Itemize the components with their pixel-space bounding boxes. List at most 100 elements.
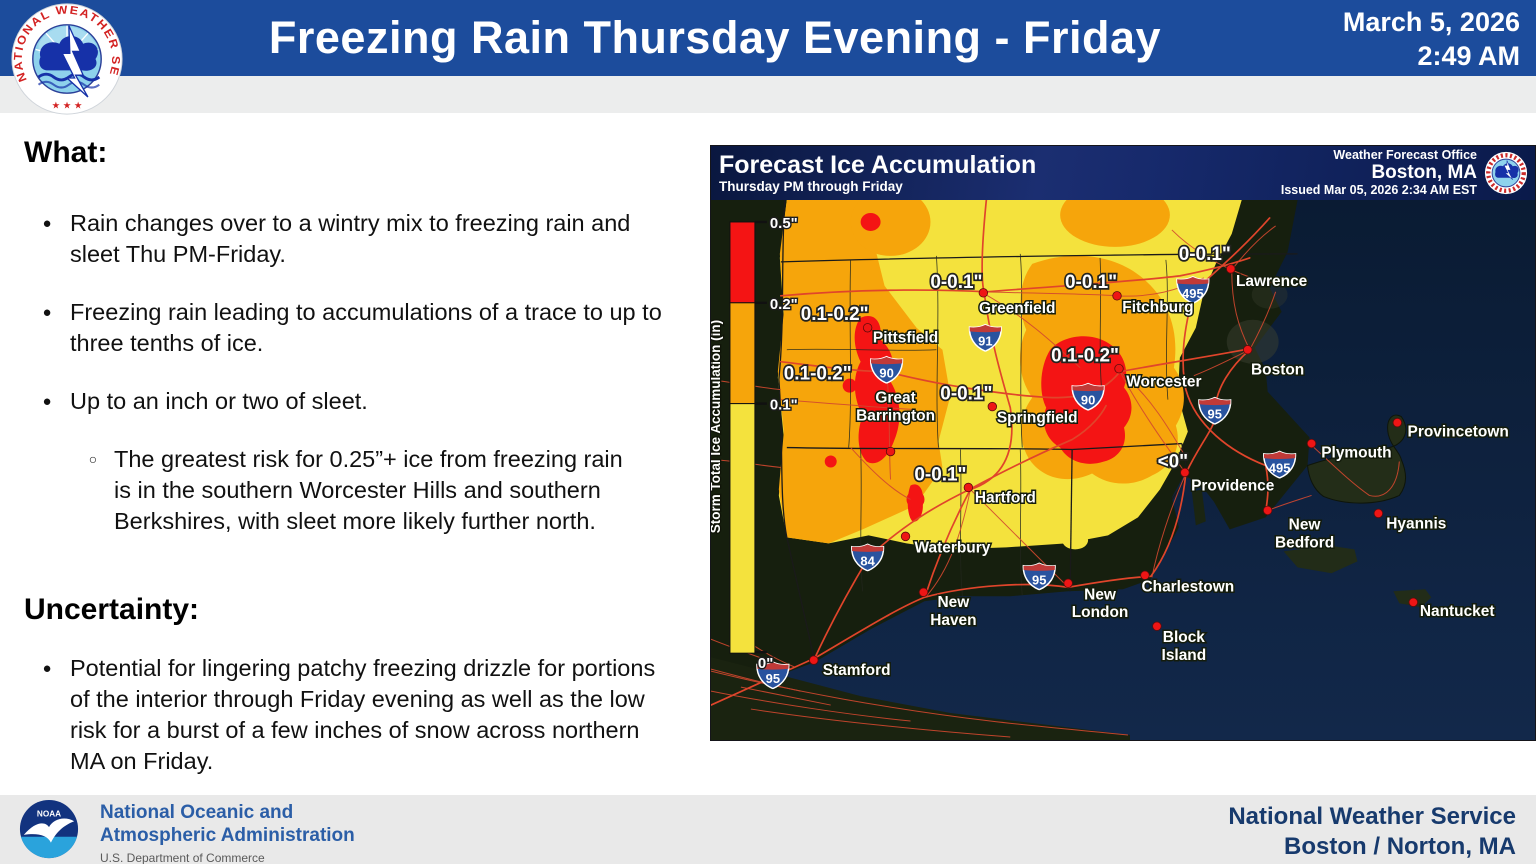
city-label-stamford: Stamford [823, 662, 891, 679]
major-roads [711, 200, 1271, 706]
interstate-number: 495 [1269, 460, 1291, 475]
ice-accum-label: 0.1-0.2" [784, 364, 852, 385]
map-office-name: Boston, MA [1371, 162, 1477, 183]
map-office-label: Weather Forecast Office [1333, 148, 1477, 162]
bullet-item: ● Rain changes over to a wintry mix to fr… [24, 208, 700, 270]
city-dot-great-barrington [885, 446, 896, 457]
nws-logo-stars: ★ ★ ★ [52, 100, 83, 111]
what-bullet-list: ● Rain changes over to a wintry mix to fr… [24, 208, 700, 537]
city-dot-providence [1180, 467, 1190, 478]
city-dot-charlestown [1140, 570, 1150, 580]
city-label-nantucket: Nantucket [1420, 603, 1495, 620]
city-dot-provincetown [1392, 417, 1403, 428]
city-dot-lawrence [1226, 264, 1236, 274]
city-dot-stamford [809, 655, 819, 665]
uncertainty-heading: Uncertainty: [24, 593, 200, 626]
ice-accum-label: 0-0.1" [914, 464, 966, 485]
boston-urban-area [1226, 319, 1279, 364]
interstate-number: 90 [879, 366, 893, 381]
interstate-number: 95 [1208, 407, 1222, 422]
bullet-text: Potential for lingering patchy freezing … [70, 655, 656, 774]
interstate-number: 95 [766, 671, 780, 686]
legend-title: Storm Total Ice Accumulation (in) [711, 320, 723, 533]
city-label-charlestown: Charlestown [1141, 578, 1234, 595]
interstate-number: 84 [860, 553, 875, 568]
bullet-text: Freezing rain leading to accumulations o… [70, 299, 662, 356]
ice-accum-label: 0.1-0.2" [801, 304, 869, 325]
city-dot-worcester [1114, 363, 1124, 374]
noaa-logo: NOAA [19, 799, 79, 859]
header-bar [0, 0, 1536, 76]
city-dot-new-bedford [1262, 505, 1273, 516]
northshore-urban-area [1251, 280, 1288, 309]
city-dot-new-haven [918, 587, 929, 597]
bullet-marker: ● [42, 304, 52, 321]
ice-accum-label: 0.1-0.2" [1051, 346, 1119, 367]
footer-office-line1: National Weather Service [1228, 803, 1516, 830]
city-label-springfield: Springfield [997, 410, 1078, 427]
narragansett-island [1191, 489, 1206, 526]
interstate-number: 90 [1081, 393, 1095, 408]
header-divider-strip [0, 76, 1536, 113]
city-labels: Greenfield Fitchburg Lawrence Boston Pittsfi… [809, 264, 1510, 681]
legend-tick-label: 0.5" [770, 215, 798, 232]
city-label-greenfield: Greenfield [979, 300, 1055, 317]
page-title: Freezing Rain Thursday Evening - Friday [268, 12, 1162, 63]
legend-tick-label: 0" [758, 655, 773, 672]
footer-office-line2: Boston / Norton, MA [1284, 833, 1516, 860]
city-label-waterbury: Waterbury [914, 539, 990, 556]
city-dot-hyannis [1373, 508, 1384, 519]
city-dot-plymouth [1306, 438, 1317, 449]
map-body: 91 90 90 495 95 495 84 95 95 Greenfield Fitchburg… [711, 200, 1535, 740]
city-label-new-london: New London [1072, 586, 1129, 621]
noaa-name-line1: National Oceanic and [100, 802, 294, 823]
interstate-shield-95: 95 [1022, 562, 1056, 591]
noaa-dept: U.S. Department of Commerce [100, 851, 265, 864]
city-dot-pittsfield [862, 323, 873, 333]
interstate-shield-495: 495 [1176, 276, 1210, 304]
bullet-text: The greatest risk for 0.25”+ ice from fr… [114, 446, 623, 534]
footer-office: National Weather Service Boston / Norton… [1228, 802, 1516, 862]
interstate-number: 495 [1182, 286, 1204, 301]
ice-accum-label: 0-0.1" [940, 384, 992, 405]
city-label-fitchburg: Fitchburg [1122, 299, 1193, 316]
bullet-item: ● Up to an inch or two of sleet. [24, 386, 700, 417]
nws-logo-small [1484, 151, 1528, 195]
city-label-hyannis: Hyannis [1386, 515, 1446, 532]
city-label-pittsfield: Pittsfield [873, 330, 938, 347]
marthas-vineyard [1283, 545, 1358, 574]
city-dot-waterbury [900, 531, 911, 542]
city-label-providence: Providence [1191, 477, 1275, 494]
city-label-plymouth: Plymouth [1321, 445, 1391, 462]
header-datetime: March 5, 2026 2:49 AM [1343, 5, 1520, 73]
legend-tick-label: 0.1" [770, 397, 798, 414]
legend-tick-label: 0.2" [770, 296, 798, 313]
bullet-text: Up to an inch or two of sleet. [70, 388, 368, 414]
interstate-shield-95: 95 [756, 661, 790, 690]
long-island [711, 657, 1130, 740]
legend-colorbar: 0.5" 0.2" 0.1" 0" [729, 214, 799, 674]
forecast-map: 91 90 90 495 95 495 84 95 95 Greenfield Fitchburg… [711, 200, 1535, 740]
interstate-shields: 91 90 90 495 95 495 84 95 95 [756, 276, 1297, 690]
bullet-item: ● Freezing rain leading to accumulations … [24, 297, 700, 359]
city-dot-greenfield [978, 288, 989, 298]
city-label-hartford: Hartford [975, 489, 1036, 506]
bullet-marker: ● [42, 215, 52, 232]
noaa-bird-icon [23, 818, 75, 843]
map-issued-timestamp: Issued Mar 05, 2026 2:34 AM EST [1280, 183, 1477, 197]
city-dot-nantucket [1408, 597, 1418, 607]
bullet-text: Rain changes over to a wintry mix to fre… [70, 210, 631, 267]
interstate-shield-495: 495 [1262, 450, 1297, 479]
briefing-text-column: What: ● Rain changes over to a wintry mix… [24, 136, 700, 804]
city-dot-block-island [1152, 621, 1162, 631]
header-time: 2:49 AM [1417, 41, 1520, 71]
city-dot-fitchburg [1112, 291, 1122, 301]
ice-patch-orange-topright [1060, 200, 1170, 247]
city-label-block-island: Block Island [1162, 629, 1207, 664]
ice-accum-label: 0-0.1" [930, 272, 982, 293]
sub-bullet-item: ○ The greatest risk for 0.25”+ ice from f… [72, 444, 700, 537]
map-subtitle: Thursday PM through Friday [719, 178, 903, 194]
city-label-lawrence: Lawrence [1236, 273, 1308, 290]
city-dot-springfield [987, 401, 998, 412]
